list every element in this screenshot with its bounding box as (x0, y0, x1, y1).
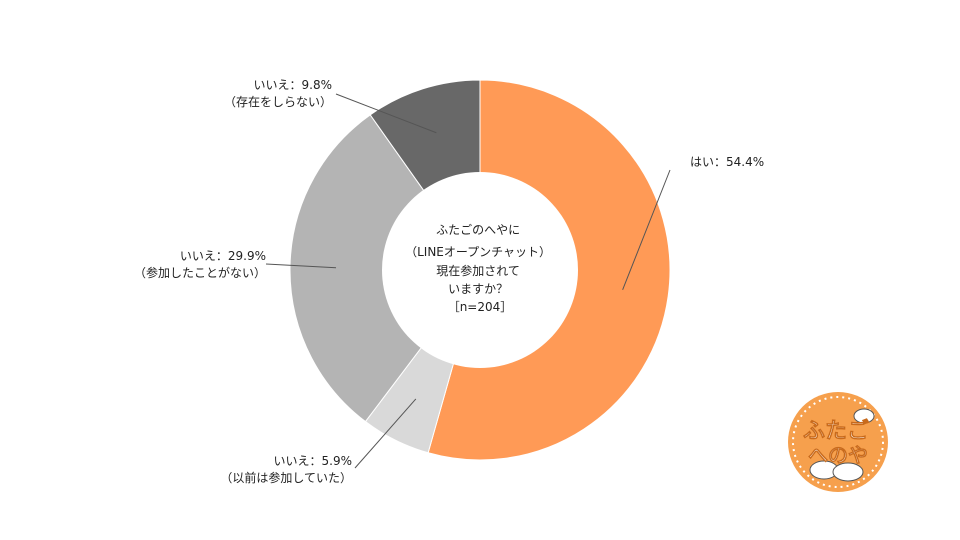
leader-line-1 (354, 398, 417, 469)
leader-line-0 (622, 169, 671, 291)
center-title-line-4: いますか？ (448, 282, 508, 296)
label-iie-unaware-main: いいえ：9.8% (253, 78, 333, 92)
label-iie-previously-sub: （以前は参加していた） (220, 471, 352, 485)
center-title-line-3: 現在参加されて (436, 263, 520, 278)
center-title-line-5: ［n=204］ (448, 300, 513, 314)
center-title: ふたごのへやに （LINEオープンチャット） 現在参加されて いますか？ ［n=… (405, 222, 555, 314)
label-hai-main: はい：54.4% (690, 155, 765, 169)
logo: ふたご へのや (788, 392, 888, 492)
label-iie-never-main: いいえ：29.9% (179, 249, 266, 263)
donut-hole (382, 172, 578, 368)
label-hai: はい：54.4% (690, 154, 764, 171)
logo-text-line-1: ふたご (803, 418, 869, 444)
label-iie-previously-main: いいえ：5.9% (273, 454, 353, 468)
label-iie-unaware-sub: （存在をしらない） (223, 95, 332, 109)
logo-dotted-border (792, 396, 884, 488)
center-title-line-2: （LINEオープンチャット） (405, 245, 551, 259)
label-iie-unaware: いいえ：9.8% （存在をしらない） (192, 77, 332, 111)
leader-line-2 (265, 263, 337, 269)
label-iie-previously: いいえ：5.9% （以前は参加していた） (202, 453, 352, 487)
leader-lines (265, 93, 671, 469)
logo-cloud-2 (832, 462, 864, 482)
leader-line-3 (335, 93, 437, 134)
logo-text-line-2: へのや (808, 443, 868, 467)
center-title-line-1: ふたごのへやに (436, 222, 520, 237)
label-iie-never-sub: （参加したことがない） (133, 266, 266, 280)
label-iie-never: いいえ：29.9% （参加したことがない） (106, 248, 266, 282)
logo-cloud-3 (853, 408, 875, 424)
